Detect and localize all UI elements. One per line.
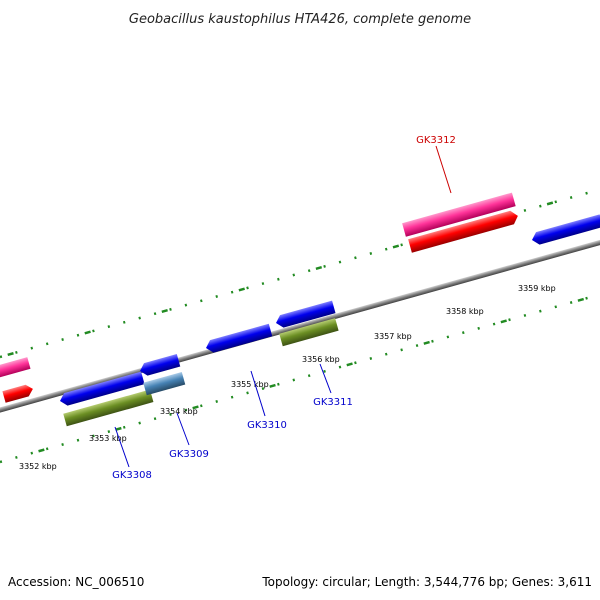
leader-line-gk3310 [250,370,266,417]
gene-feature-gk3309-steel[interactable] [143,371,186,396]
map-title: Geobacillus kaustophilus HTA426, complet… [129,12,471,27]
gene-feature-gk3309-blue[interactable] [138,353,181,377]
gene-feature-gk3308[interactable] [58,371,145,408]
gene-feature-gk3311-blue[interactable] [274,300,336,330]
gene-label-gk3312[interactable]: GK3312 [416,135,456,146]
leader-line-gk3308 [114,426,130,468]
gene-feature-gk3311-olive[interactable] [279,318,339,347]
leader-line-gk3312 [435,145,452,194]
gene-feature-gk3308-olive[interactable] [63,389,154,427]
scale-label-3359: 3359 kbp [518,284,556,293]
scale-label-3356: 3356 kbp [302,355,340,364]
gene-feature-pink-left[interactable] [0,357,31,378]
scale-label-3358: 3358 kbp [446,307,484,316]
genome-info-label: Topology: circular; Length: 3,544,776 bp… [261,575,592,589]
scale-label-3357: 3357 kbp [374,332,412,341]
scale-label-3355: 3355 kbp [231,380,269,389]
gene-feature-gk3310[interactable] [204,323,273,355]
leader-line-gk3309 [176,412,190,446]
scale-label-3353: 3353 kbp [89,434,127,443]
gene-label-gk3308[interactable]: GK3308 [112,470,152,481]
gene-feature-blue-right[interactable] [530,214,600,246]
gene-label-gk3309[interactable]: GK3309 [169,449,209,460]
leader-line-gk3311 [319,363,332,394]
scale-label-3354: 3354 kbp [160,407,198,416]
gene-label-gk3311[interactable]: GK3311 [313,397,353,408]
scale-label-3352: 3352 kbp [19,462,57,471]
gene-feature-gk3312-outer[interactable] [402,192,516,237]
gene-feature-gk3312[interactable] [408,209,520,253]
gene-label-gk3310[interactable]: GK3310 [247,420,287,431]
accession-label: Accession: NC_006510 [8,575,144,589]
gene-feature-red-left[interactable] [2,383,34,403]
